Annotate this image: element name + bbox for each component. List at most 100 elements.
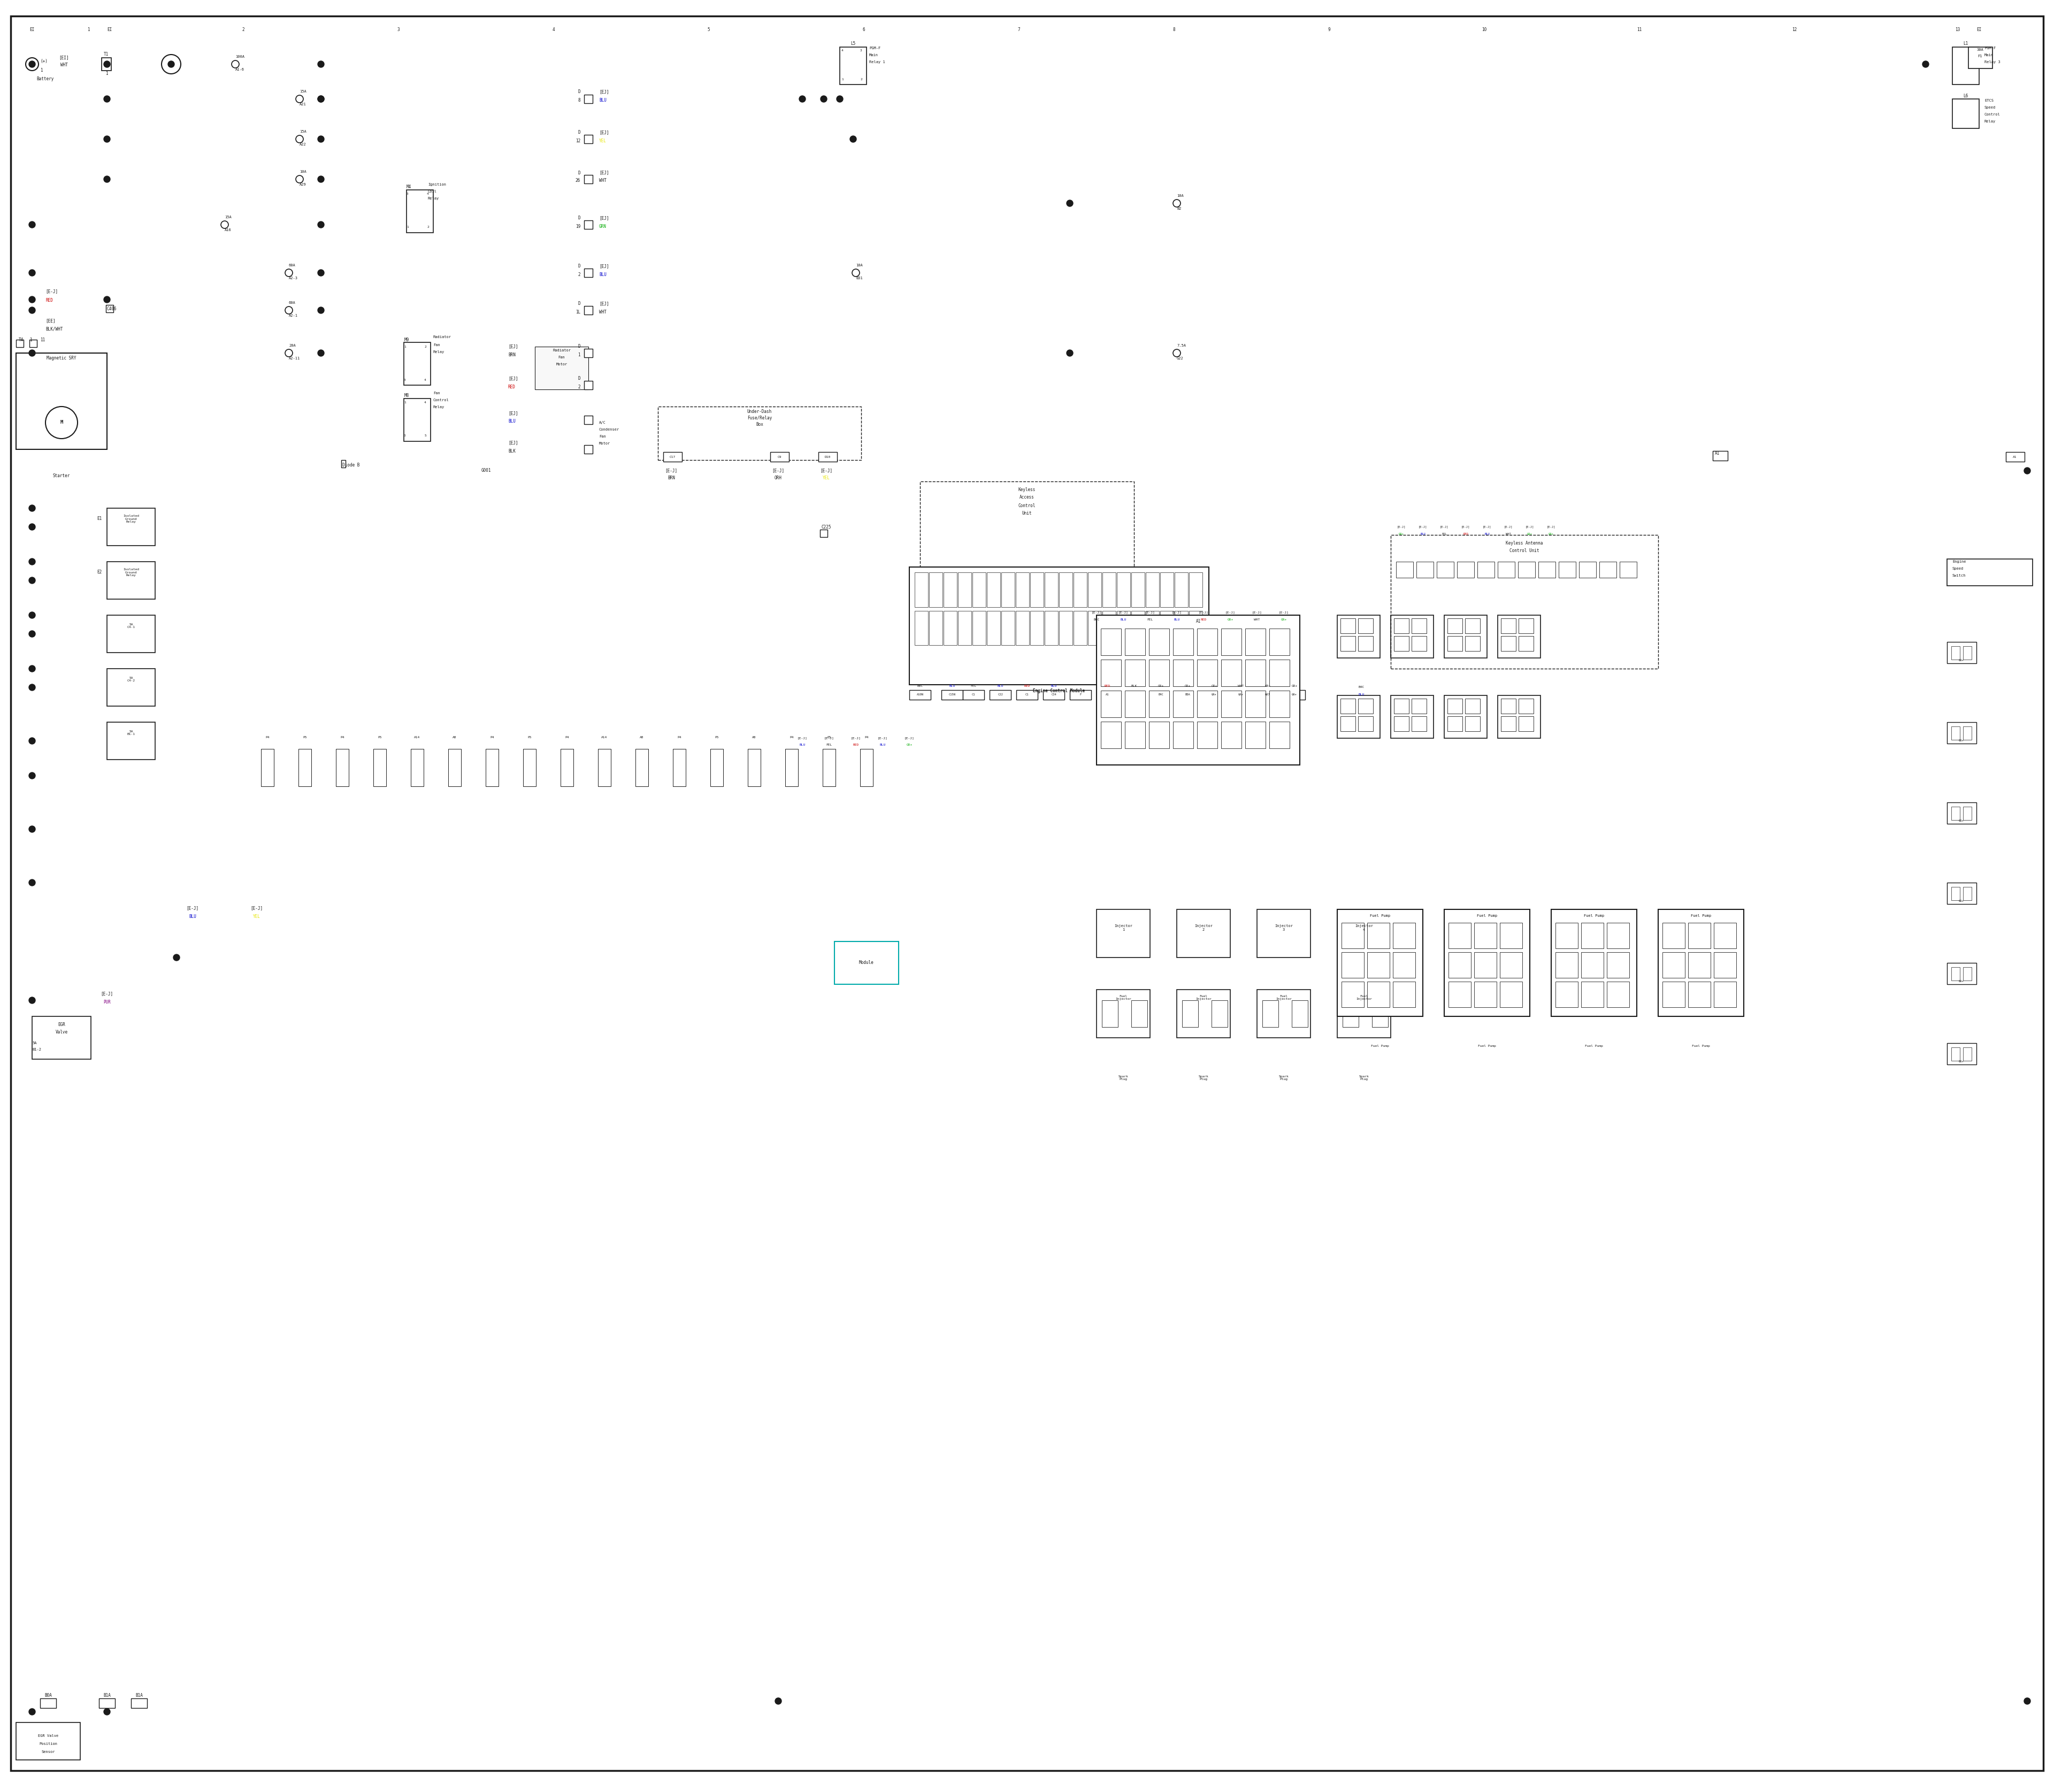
Text: P5: P5 <box>528 737 532 738</box>
Text: Fan: Fan <box>433 392 440 394</box>
Bar <box>928 572 943 607</box>
Bar <box>957 572 972 607</box>
Circle shape <box>29 61 35 68</box>
Bar <box>1189 611 1202 645</box>
Bar <box>1126 659 1146 686</box>
Circle shape <box>286 349 292 357</box>
Circle shape <box>29 685 35 690</box>
Bar <box>910 566 1210 685</box>
Text: C17: C17 <box>670 455 676 459</box>
Text: [E-J]: [E-J] <box>1171 611 1181 615</box>
Text: P5: P5 <box>378 737 382 738</box>
Circle shape <box>45 407 78 439</box>
Bar <box>298 749 312 787</box>
Bar <box>1947 1043 1976 1064</box>
Text: [E-J]: [E-J] <box>45 289 58 294</box>
Bar <box>1148 659 1169 686</box>
Bar <box>1002 611 1015 645</box>
Circle shape <box>318 269 325 276</box>
Bar <box>963 690 984 699</box>
Bar <box>1222 722 1241 749</box>
Bar <box>1097 690 1117 699</box>
Bar <box>1465 618 1481 633</box>
Text: 12: 12 <box>575 138 581 143</box>
Circle shape <box>29 269 35 276</box>
Text: Keyless: Keyless <box>1019 487 1035 491</box>
Text: Access: Access <box>1019 495 1035 500</box>
Text: D10: D10 <box>824 455 830 459</box>
Bar <box>1951 1047 1960 1061</box>
Bar <box>107 305 113 312</box>
Text: Keyless Antenna: Keyless Antenna <box>1506 541 1543 545</box>
Bar <box>1968 47 1992 68</box>
Text: Control: Control <box>1984 113 2001 116</box>
Text: Fuel Pump: Fuel Pump <box>1370 914 1391 918</box>
Bar <box>1269 690 1290 717</box>
Text: 1: 1 <box>86 27 90 32</box>
Text: Relay: Relay <box>1984 120 1996 124</box>
Bar <box>99 1699 115 1708</box>
Text: [E-J]: [E-J] <box>797 737 807 740</box>
Text: C34: C34 <box>1052 694 1056 697</box>
Circle shape <box>29 665 35 672</box>
Text: [E-J]: [E-J] <box>824 737 834 740</box>
Text: 9: 9 <box>1329 27 1331 32</box>
Bar <box>1043 690 1064 699</box>
Text: P4: P4 <box>491 737 495 738</box>
Bar <box>1337 615 1380 658</box>
Bar <box>1341 618 1356 633</box>
Circle shape <box>852 269 859 276</box>
Text: Ignition: Ignition <box>427 183 446 186</box>
Bar <box>941 690 963 699</box>
Text: Control: Control <box>1019 504 1035 507</box>
Bar <box>986 611 1000 645</box>
Text: Fuel
Injector: Fuel Injector <box>1276 995 1292 1000</box>
Text: Spark
Plug: Spark Plug <box>1197 1075 1208 1081</box>
Text: YEL: YEL <box>600 138 606 143</box>
Bar <box>1148 629 1169 656</box>
Bar <box>785 749 799 787</box>
Bar <box>1964 1047 1972 1061</box>
Bar <box>1017 611 1029 645</box>
Bar <box>337 749 349 787</box>
Text: BLK/WHT: BLK/WHT <box>45 326 64 332</box>
Text: [EI]: [EI] <box>60 56 70 61</box>
Bar <box>1101 629 1121 656</box>
Text: GR+: GR+ <box>1528 532 1532 536</box>
Text: [E-J]: [E-J] <box>1419 525 1428 529</box>
Text: P4: P4 <box>789 737 793 738</box>
Bar <box>1337 909 1423 1016</box>
Text: [EE]: [EE] <box>45 319 55 323</box>
Text: [E-J]: [E-J] <box>1504 525 1512 529</box>
Bar <box>598 749 610 787</box>
Text: Magnetic SRY: Magnetic SRY <box>47 357 76 360</box>
Bar <box>1411 618 1428 633</box>
Text: A16: A16 <box>224 228 232 231</box>
Circle shape <box>296 95 304 102</box>
Bar <box>1951 726 1960 740</box>
Bar <box>1448 952 1471 978</box>
Bar <box>1477 561 1495 577</box>
Text: Fuel
Injector: Fuel Injector <box>1195 995 1212 1000</box>
Bar <box>1197 722 1218 749</box>
Text: (+): (+) <box>41 59 47 65</box>
Circle shape <box>1066 349 1072 357</box>
Text: GR+: GR+ <box>1960 900 1964 903</box>
Bar <box>1499 982 1522 1007</box>
Bar <box>1688 923 1711 948</box>
Text: T1: T1 <box>105 52 109 57</box>
Bar <box>1245 629 1265 656</box>
Text: [E-J]: [E-J] <box>877 737 887 740</box>
Bar <box>448 749 460 787</box>
Text: A1-6: A1-6 <box>236 68 244 72</box>
Circle shape <box>318 349 325 357</box>
Circle shape <box>105 136 111 142</box>
Text: GR+: GR+ <box>1292 685 1298 686</box>
Text: Control: Control <box>433 398 450 401</box>
Text: 13: 13 <box>1955 27 1960 32</box>
Text: GR+: GR+ <box>1226 618 1232 620</box>
Bar <box>1337 989 1391 1038</box>
Bar <box>1393 982 1415 1007</box>
Circle shape <box>286 306 292 314</box>
Text: [EJ]: [EJ] <box>600 301 608 306</box>
